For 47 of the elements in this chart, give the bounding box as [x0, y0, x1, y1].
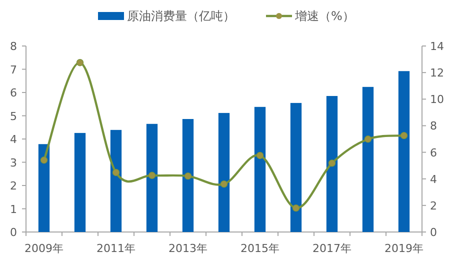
- y2-tick-label: 10: [430, 93, 444, 106]
- y-tick-label: 3: [10, 156, 17, 170]
- y2-tick-label: 6: [430, 146, 437, 160]
- y2-tick-label: 0: [430, 226, 437, 239]
- point: [40, 156, 48, 164]
- point: [292, 204, 300, 212]
- bar: [362, 86, 374, 232]
- y2-tick-label: 8: [430, 120, 437, 133]
- y-tick-label: 6: [10, 86, 17, 100]
- y2-tick-label: 4: [430, 172, 437, 186]
- point: [220, 180, 228, 188]
- y-tick-label: 7: [10, 63, 17, 76]
- point: [328, 160, 336, 167]
- x-tick-label: 2019年: [384, 242, 424, 255]
- bar: [38, 144, 50, 232]
- point: [76, 59, 84, 66]
- point: [184, 172, 192, 180]
- bar: [254, 106, 266, 232]
- bar: [146, 124, 158, 232]
- x-tick-label: 2009年: [24, 242, 64, 255]
- bar: [110, 130, 122, 232]
- x-tick-label: 2015年: [240, 242, 280, 255]
- y-tick-label: 2: [10, 180, 17, 192]
- bar: [290, 102, 302, 232]
- x-tick-label: 2013年: [168, 242, 208, 255]
- y2-tick-label: 12: [430, 66, 444, 80]
- y-tick-label: 1: [10, 202, 17, 216]
- point: [148, 172, 156, 180]
- y-tick-label: 8: [10, 40, 17, 53]
- point: [256, 152, 264, 160]
- bar: [182, 119, 194, 232]
- y2-tick-label: 2: [430, 199, 437, 212]
- y2-tick-label: 14: [430, 40, 444, 53]
- x-tick-label: 2011年: [96, 242, 136, 255]
- bar: [74, 132, 86, 232]
- bar: [326, 96, 338, 232]
- y-tick-label: 4: [10, 133, 17, 146]
- point: [400, 132, 408, 140]
- point: [112, 168, 120, 176]
- y-tick-label: 0: [10, 226, 17, 239]
- bar: [398, 71, 410, 232]
- point: [364, 136, 372, 143]
- x-tick-label: 2017年: [312, 242, 352, 255]
- legend-label: 增速（%）: [294, 9, 354, 23]
- legend-label: 原油消费量（亿吨）: [127, 9, 235, 23]
- y-tick-label: 5: [10, 110, 17, 123]
- bar: [218, 112, 230, 232]
